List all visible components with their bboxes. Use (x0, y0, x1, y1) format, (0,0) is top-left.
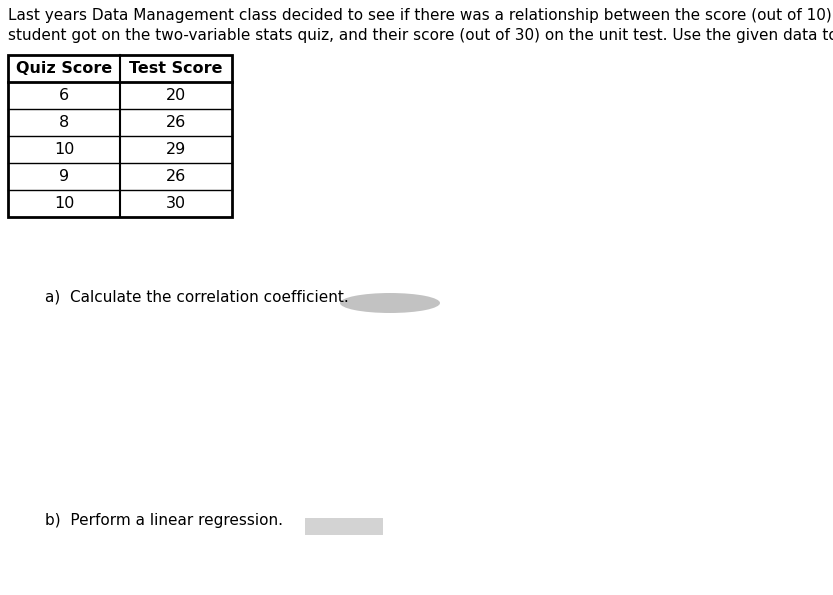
Text: b)  Perform a linear regression.: b) Perform a linear regression. (45, 513, 283, 528)
Text: Quiz Score: Quiz Score (16, 61, 112, 76)
Text: 6: 6 (59, 88, 69, 103)
Ellipse shape (340, 293, 440, 313)
Text: 20: 20 (166, 88, 186, 103)
FancyBboxPatch shape (302, 518, 386, 535)
Text: 9: 9 (59, 169, 69, 184)
Text: 26: 26 (166, 169, 186, 184)
Text: Last years Data Management class decided to see if there was a relationship betw: Last years Data Management class decided… (8, 8, 833, 43)
Text: 30: 30 (166, 196, 186, 211)
Text: 10: 10 (54, 196, 74, 211)
Text: a)  Calculate the correlation coefficient.: a) Calculate the correlation coefficient… (45, 290, 349, 305)
Text: 8: 8 (59, 115, 69, 130)
Text: Test Score: Test Score (129, 61, 222, 76)
Text: 26: 26 (166, 115, 186, 130)
Text: 29: 29 (166, 142, 186, 157)
Text: 10: 10 (54, 142, 74, 157)
